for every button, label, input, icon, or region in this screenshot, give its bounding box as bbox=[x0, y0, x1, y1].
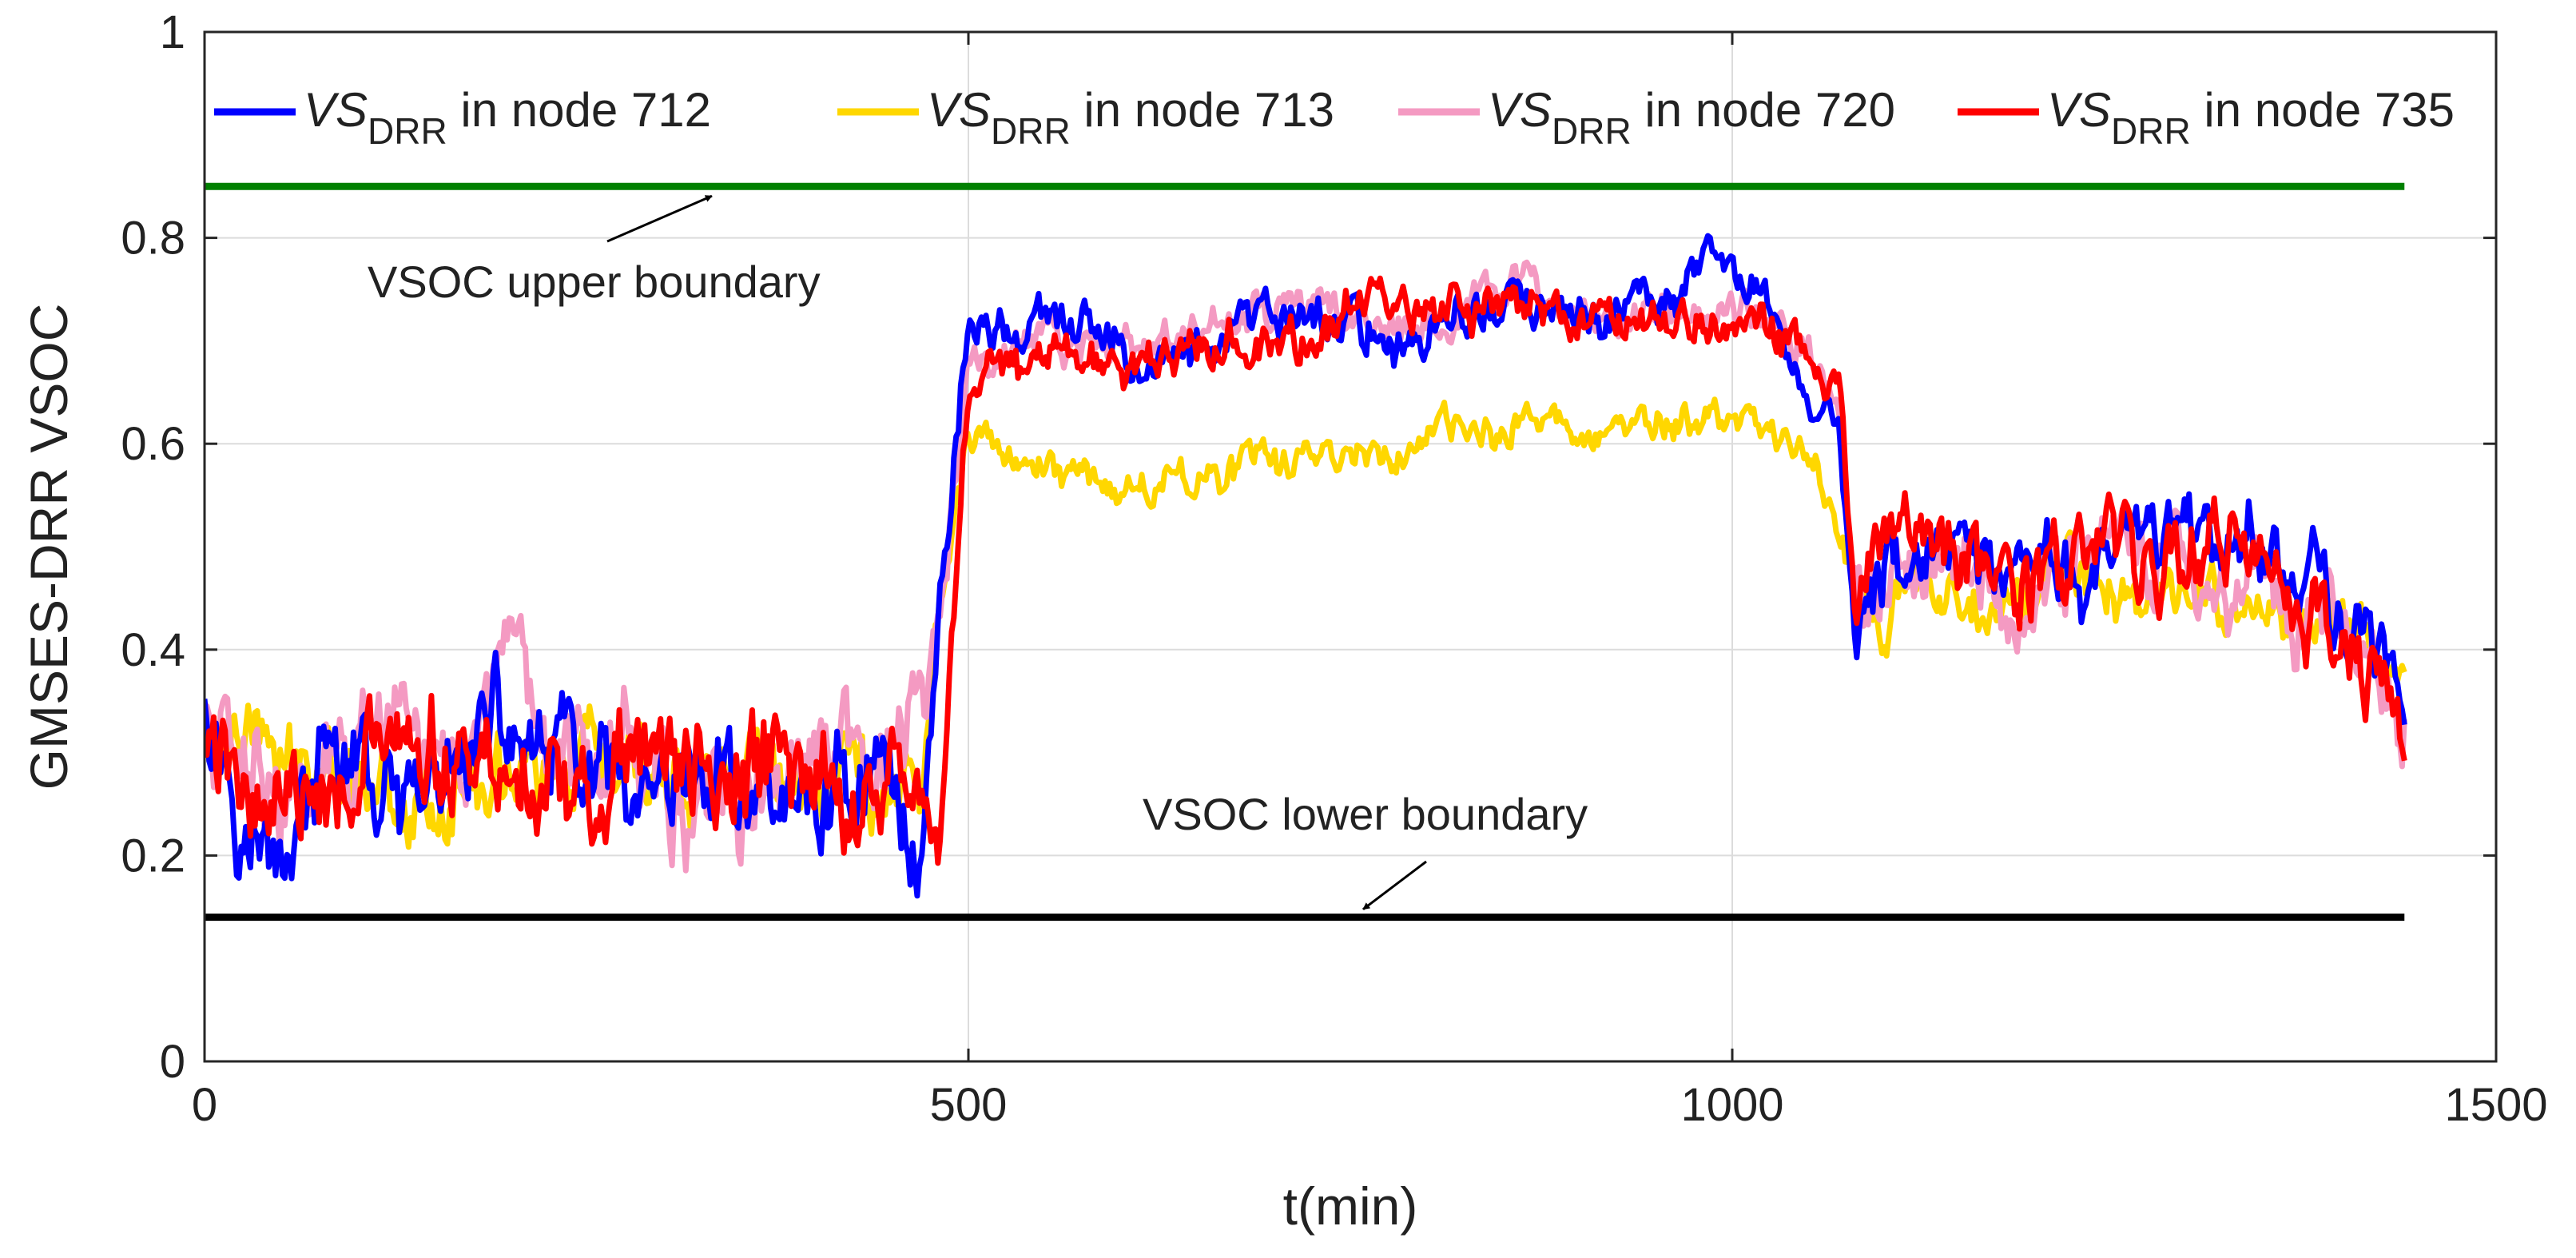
upper-boundary-arrow bbox=[606, 194, 713, 243]
legend-label-subscript: DRR bbox=[1552, 110, 1632, 152]
plot-frame bbox=[203, 30, 2498, 1063]
x-tick-label: 500 bbox=[930, 1079, 1008, 1131]
legend-label-prefix: VS bbox=[304, 83, 368, 137]
y-tick-label: 1 bbox=[160, 6, 185, 58]
legend-label-subscript: DRR bbox=[991, 110, 1071, 152]
legend-item: VSDRR in node 720 bbox=[1398, 83, 1895, 152]
reference-lines bbox=[205, 182, 2405, 922]
legend-item: VSDRR in node 735 bbox=[1958, 83, 2455, 152]
x-axis-label: t(min) bbox=[1283, 1176, 1418, 1236]
x-tick-label: 0 bbox=[192, 1079, 217, 1131]
legend-label-prefix: VS bbox=[927, 83, 991, 137]
series-line-735 bbox=[205, 275, 2407, 866]
legend-label-suffix: in node 720 bbox=[1632, 83, 1895, 137]
annotation-upper-boundary: VSOC upper boundary bbox=[368, 257, 821, 307]
y-tick-label: 0.4 bbox=[121, 624, 185, 676]
legend-item: VSDRR in node 713 bbox=[837, 83, 1334, 152]
tick-labels: 0 500 1000 1500 0 0.2 0.4 0.6 0.8 1 bbox=[121, 6, 2547, 1131]
grid bbox=[205, 32, 2496, 1061]
legend-label-subscript: DRR bbox=[2111, 110, 2191, 152]
legend-label: VSDRR in node 712 bbox=[304, 83, 711, 152]
legend-item: VSDRR in node 712 bbox=[214, 83, 711, 152]
legend-label: VSDRR in node 720 bbox=[1488, 83, 1895, 152]
legend-label-prefix: VS bbox=[2047, 83, 2111, 137]
y-axis-label: GMSES-DRR VSOC bbox=[19, 304, 78, 790]
x-tick-label: 1500 bbox=[2444, 1079, 2547, 1131]
y-tick-label: 0.2 bbox=[121, 830, 185, 882]
legend-label-prefix: VS bbox=[1488, 83, 1552, 137]
y-tick-label: 0.8 bbox=[121, 213, 185, 265]
legend-label-suffix: in node 735 bbox=[2191, 83, 2455, 137]
legend-label-suffix: in node 712 bbox=[447, 83, 711, 137]
y-tick-label: 0 bbox=[160, 1036, 185, 1088]
x-tick-label: 1000 bbox=[1680, 1079, 1783, 1131]
legend-label: VSDRR in node 713 bbox=[927, 83, 1334, 152]
legend-label-subscript: DRR bbox=[368, 110, 447, 152]
lower-boundary-arrow bbox=[1362, 860, 1427, 910]
annotation-lower-boundary: VSOC lower boundary bbox=[1143, 789, 1588, 839]
legend-label: VSDRR in node 735 bbox=[2047, 83, 2455, 152]
y-tick-label: 0.6 bbox=[121, 418, 185, 470]
ticks bbox=[203, 30, 2498, 1063]
annotations: VSOC upper boundary VSOC lower boundary bbox=[368, 194, 1588, 910]
legend-label-suffix: in node 713 bbox=[1071, 83, 1334, 137]
legend: VSDRR in node 712 VSDRR in node 713 VSDRR … bbox=[214, 83, 2455, 152]
series-layer bbox=[205, 233, 2407, 899]
